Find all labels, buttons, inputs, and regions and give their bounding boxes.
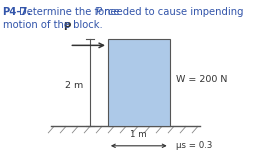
Bar (108, 39, 170, 126)
Text: P: P (96, 7, 102, 17)
Text: 2 m: 2 m (65, 81, 84, 90)
Text: Determine the force: Determine the force (19, 7, 122, 17)
Text: W = 200 N: W = 200 N (176, 75, 227, 84)
Text: P: P (63, 22, 70, 32)
Text: μs = 0.3: μs = 0.3 (176, 141, 213, 150)
Text: 1 m: 1 m (131, 130, 147, 139)
Text: motion of the block.: motion of the block. (3, 20, 102, 30)
Text: P4-7.: P4-7. (3, 7, 32, 17)
Text: needed to cause impending: needed to cause impending (101, 7, 243, 17)
